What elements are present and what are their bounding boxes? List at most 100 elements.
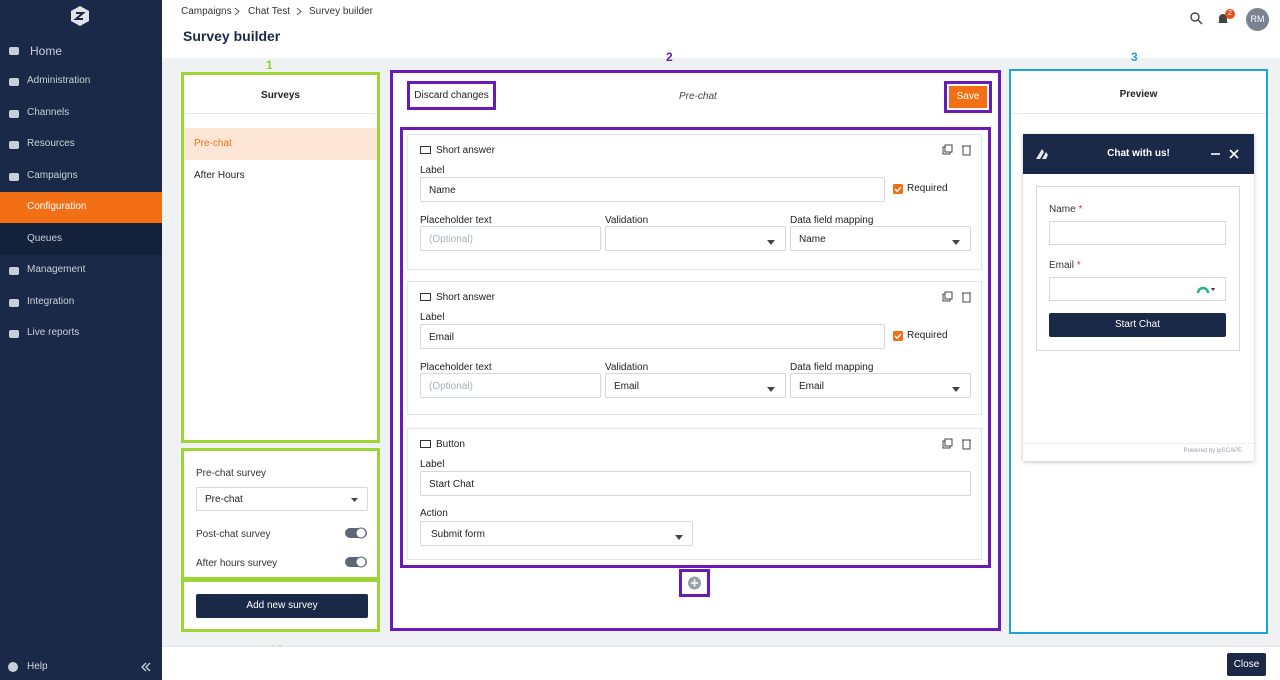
help[interactable]: Help — [27, 661, 48, 672]
crumb: Survey builder — [309, 6, 373, 17]
collapse-icon[interactable] — [140, 662, 152, 672]
field-type: Short answer — [436, 292, 495, 303]
checkbox[interactable] — [893, 331, 903, 344]
fields-container: Short answer Label Name Required Placeholder… — [400, 127, 991, 568]
card-actions[interactable] — [942, 438, 972, 453]
nav-item[interactable]: Management — [27, 264, 86, 275]
preview-panel: Preview Chat with us! Name * Email * Sta… — [1009, 69, 1268, 634]
card-actions[interactable] — [942, 144, 972, 159]
placeholder-input[interactable]: (Optional) — [420, 226, 601, 251]
text-input[interactable]: Email — [420, 324, 885, 349]
powered-by: Powered by ipSCAPE — [1183, 448, 1242, 454]
email-icon — [1196, 286, 1215, 294]
nav-item[interactable]: Home — [30, 44, 63, 58]
required-mark: * — [1076, 260, 1081, 271]
save-button[interactable]: Save — [949, 86, 987, 108]
validation-input[interactable]: Email — [605, 373, 786, 398]
caret — [675, 532, 683, 543]
field-card: Short answer Label Email Required Placeholde… — [407, 281, 982, 415]
help-icon — [8, 662, 18, 672]
logo — [71, 6, 89, 26]
footer: Close — [162, 646, 1280, 680]
setting-label: After hours survey — [196, 558, 278, 569]
avatar[interactable]: RM — [1246, 8, 1269, 31]
field-caption: Label — [420, 459, 445, 470]
field-caption: Label — [420, 312, 445, 323]
divider — [1011, 113, 1266, 114]
caret — [767, 384, 775, 395]
nav-icon — [8, 108, 20, 123]
sidebar: Help Home Administration Channels Resources… — [0, 0, 162, 680]
placeholder-input[interactable]: (Optional) — [420, 373, 601, 398]
survey-item[interactable]: Pre-chat — [184, 128, 377, 160]
nav-item[interactable]: Queues — [27, 232, 63, 244]
chevron — [234, 7, 240, 16]
nav-icon — [8, 76, 20, 91]
crumb[interactable]: Campaigns — [181, 6, 232, 17]
chat-widget: Chat with us! Name * Email * Start Chat … — [1023, 134, 1254, 461]
widget-controls[interactable] — [1210, 148, 1244, 160]
text-input[interactable]: Name — [420, 177, 885, 202]
divider — [184, 113, 377, 114]
required-label: Required — [907, 183, 948, 194]
validation-input[interactable] — [605, 226, 786, 251]
widget-field-label: Email * — [1049, 260, 1081, 271]
field-type: Button — [436, 439, 465, 450]
notification-badge: 2 — [1225, 9, 1235, 19]
widget-title: Chat with us! — [1107, 148, 1170, 159]
widget-button[interactable]: Start Chat — [1049, 313, 1226, 337]
caret — [952, 237, 960, 248]
close-button[interactable]: Close — [1227, 653, 1266, 676]
caret — [952, 384, 960, 395]
surveys-panel: Surveys Pre-chat After Hours — [181, 72, 380, 443]
active-nav — [0, 192, 162, 223]
nav-icon — [8, 265, 20, 280]
field-caption: Validation — [605, 215, 649, 226]
toggle[interactable] — [345, 556, 368, 568]
caret — [351, 498, 358, 502]
card-actions[interactable] — [942, 291, 972, 306]
annotation: 2 — [666, 50, 673, 64]
text-input[interactable]: Start Chat — [420, 471, 971, 496]
field-caption: Label — [420, 165, 445, 176]
action-select[interactable]: Submit form — [420, 521, 693, 546]
setting-label: Pre-chat survey — [196, 468, 267, 479]
toggle[interactable] — [345, 527, 368, 539]
widget-header: Chat with us! — [1023, 134, 1254, 174]
widget-input[interactable] — [1049, 221, 1226, 245]
widget-logo — [1036, 149, 1048, 159]
chevron — [296, 7, 302, 16]
label-text: Email — [1049, 260, 1075, 271]
discard-button[interactable]: Discard changes — [407, 81, 496, 110]
checkbox[interactable] — [893, 184, 903, 197]
mapping-input[interactable]: Name — [790, 226, 971, 251]
sub-nav — [0, 223, 162, 255]
panel-title: Preview — [1119, 89, 1158, 100]
add-survey-button[interactable]: Add new survey — [196, 594, 368, 618]
mapping-input[interactable]: Email — [790, 373, 971, 398]
nav-item[interactable]: Configuration — [27, 201, 87, 212]
select[interactable]: Pre-chat — [196, 487, 368, 511]
required-label: Required — [907, 330, 948, 341]
nav-item[interactable]: Resources — [27, 138, 75, 149]
settings-panel: Pre-chat survey Pre-chat Post-chat surve… — [181, 448, 380, 580]
nav-item[interactable]: Administration — [27, 75, 91, 86]
nav-icon — [8, 328, 20, 343]
widget-input[interactable] — [1049, 277, 1226, 301]
nav-item[interactable]: Live reports — [27, 327, 80, 338]
nav-item[interactable]: Integration — [27, 295, 75, 307]
setting-label: Post-chat survey — [196, 529, 271, 540]
field-caption: Data field mapping — [790, 362, 874, 373]
nav-item[interactable]: Campaigns — [27, 169, 78, 181]
header: Campaigns Chat Test Survey builder Surve… — [162, 0, 1280, 58]
search-icon[interactable] — [1190, 12, 1203, 25]
save-frame: Save — [944, 81, 992, 113]
survey-item[interactable]: After Hours — [194, 170, 245, 181]
add-field-icon[interactable] — [682, 572, 707, 594]
required-mark: * — [1078, 204, 1083, 215]
page-title: Survey builder — [183, 28, 281, 44]
crumb[interactable]: Chat Test — [248, 6, 291, 17]
nav-item[interactable]: Channels — [27, 106, 70, 118]
add-panel: Add new survey — [181, 579, 380, 632]
